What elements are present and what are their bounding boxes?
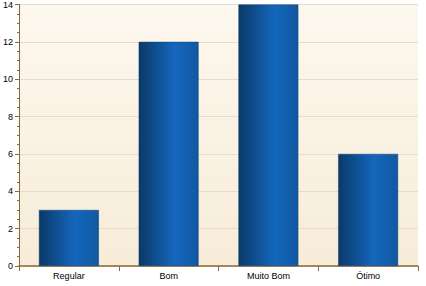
svg-text:Ótimo: Ótimo xyxy=(356,271,380,281)
svg-text:10: 10 xyxy=(3,74,13,84)
svg-text:Regular: Regular xyxy=(53,271,85,281)
svg-text:6: 6 xyxy=(8,149,13,159)
svg-text:4: 4 xyxy=(8,186,13,196)
svg-text:14: 14 xyxy=(3,0,13,10)
svg-text:Bom: Bom xyxy=(159,271,178,281)
svg-text:Muito Bom: Muito Bom xyxy=(247,271,290,281)
svg-text:0: 0 xyxy=(8,261,13,271)
svg-text:8: 8 xyxy=(8,112,13,122)
svg-text:2: 2 xyxy=(8,224,13,234)
svg-text:12: 12 xyxy=(3,37,13,47)
